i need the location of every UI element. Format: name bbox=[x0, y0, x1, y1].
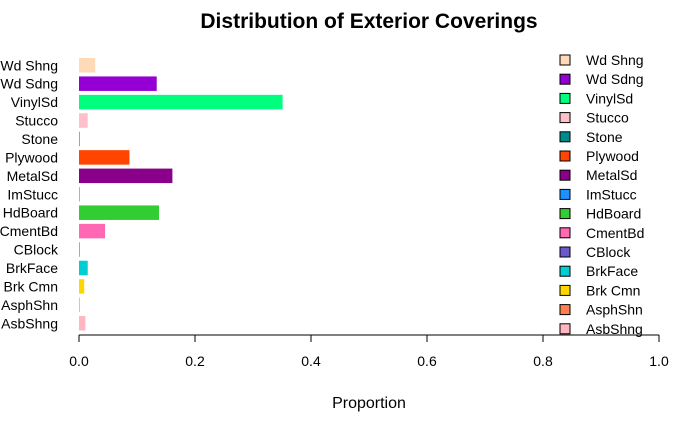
legend-label: BrkFace bbox=[586, 263, 638, 279]
category-label: Brk Cmn bbox=[4, 278, 58, 294]
legend-label: Wd Shng bbox=[586, 52, 644, 68]
category-label: MetalSd bbox=[7, 168, 58, 184]
chart-title: Distribution of Exterior Coverings bbox=[200, 10, 537, 33]
bar-plywood bbox=[79, 150, 130, 165]
category-label: BrkFace bbox=[6, 260, 58, 276]
bar-wd-shng bbox=[79, 58, 96, 73]
bar-metalsd bbox=[79, 168, 173, 184]
category-label: CBlock bbox=[14, 242, 59, 258]
category-label: HdBoard bbox=[3, 205, 58, 221]
x-axis: 0.0 0.2 0.4 0.6 0.8 1.0 bbox=[69, 334, 669, 369]
legend-swatch bbox=[559, 54, 571, 66]
legend-swatch bbox=[559, 323, 571, 335]
legend-swatch bbox=[559, 284, 571, 296]
legend-swatch bbox=[559, 265, 571, 277]
legend-label: AsphShn bbox=[586, 302, 643, 318]
bar-cmentbd bbox=[79, 223, 106, 239]
legend-label: Stucco bbox=[586, 110, 629, 126]
category-label: CmentBd bbox=[0, 223, 58, 239]
legend-swatch bbox=[559, 131, 571, 143]
legend-swatch bbox=[559, 188, 571, 200]
bar-wd-sdng bbox=[79, 76, 157, 91]
category-label: Plywood bbox=[5, 149, 58, 165]
category-labels: Wd Shng Wd Sdng VinylSd Stucco Stone Plywood M… bbox=[0, 57, 59, 331]
legend-label: Plywood bbox=[586, 148, 639, 164]
legend-swatch bbox=[559, 227, 571, 239]
legend-label: Wd Sdng bbox=[586, 71, 644, 87]
legend-label: Brk Cmn bbox=[586, 282, 640, 298]
x-tick-label: 0.4 bbox=[301, 353, 321, 369]
legend-swatch bbox=[559, 112, 571, 124]
category-label: VinylSd bbox=[11, 94, 58, 110]
legend-swatch bbox=[559, 169, 571, 181]
legend-swatch bbox=[559, 304, 571, 316]
x-tick-label: 0.2 bbox=[185, 353, 205, 369]
legend-label: AsbShng bbox=[586, 321, 643, 337]
bar-hdboard bbox=[79, 205, 160, 220]
category-label: ImStucc bbox=[7, 186, 58, 202]
bar-brk-cmn bbox=[79, 279, 85, 294]
bar-asbshng bbox=[79, 316, 86, 331]
x-tick-label: 0.0 bbox=[69, 353, 89, 369]
legend-label: VinylSd bbox=[586, 90, 633, 106]
legend-swatch bbox=[559, 150, 571, 162]
category-label: Wd Sdng bbox=[0, 76, 58, 92]
legend-label: Stone bbox=[586, 129, 623, 145]
legend-swatch bbox=[559, 92, 571, 104]
legend-swatch bbox=[559, 73, 571, 85]
legend: Wd Shng Wd Sdng VinylSd Stucco Stone Plywood M… bbox=[559, 52, 644, 337]
x-tick-label: 0.8 bbox=[533, 353, 553, 369]
category-label: Stone bbox=[21, 131, 58, 147]
bar-asphshn bbox=[79, 297, 80, 313]
category-label: AsphShn bbox=[1, 297, 58, 313]
x-axis-title: Proportion bbox=[332, 395, 406, 412]
bar-cblock bbox=[79, 242, 80, 257]
legend-swatch bbox=[559, 208, 571, 220]
legend-swatch bbox=[559, 246, 571, 258]
x-tick-label: 1.0 bbox=[649, 353, 669, 369]
legend-label: HdBoard bbox=[586, 206, 641, 222]
category-label: Stucco bbox=[15, 113, 58, 129]
bar-stucco bbox=[79, 113, 88, 128]
legend-label: CBlock bbox=[586, 244, 631, 260]
bars-group bbox=[79, 58, 283, 331]
bar-brkface bbox=[79, 260, 88, 276]
category-label: Wd Shng bbox=[0, 57, 58, 73]
legend-label: MetalSd bbox=[586, 167, 637, 183]
bar-vinylsd bbox=[79, 94, 283, 110]
bar-stone bbox=[79, 131, 80, 147]
bar-imstucc bbox=[79, 187, 80, 202]
category-label: AsbShng bbox=[1, 315, 58, 331]
legend-label: CmentBd bbox=[586, 225, 644, 241]
x-tick-label: 0.6 bbox=[417, 353, 437, 369]
legend-label: ImStucc bbox=[586, 186, 637, 202]
